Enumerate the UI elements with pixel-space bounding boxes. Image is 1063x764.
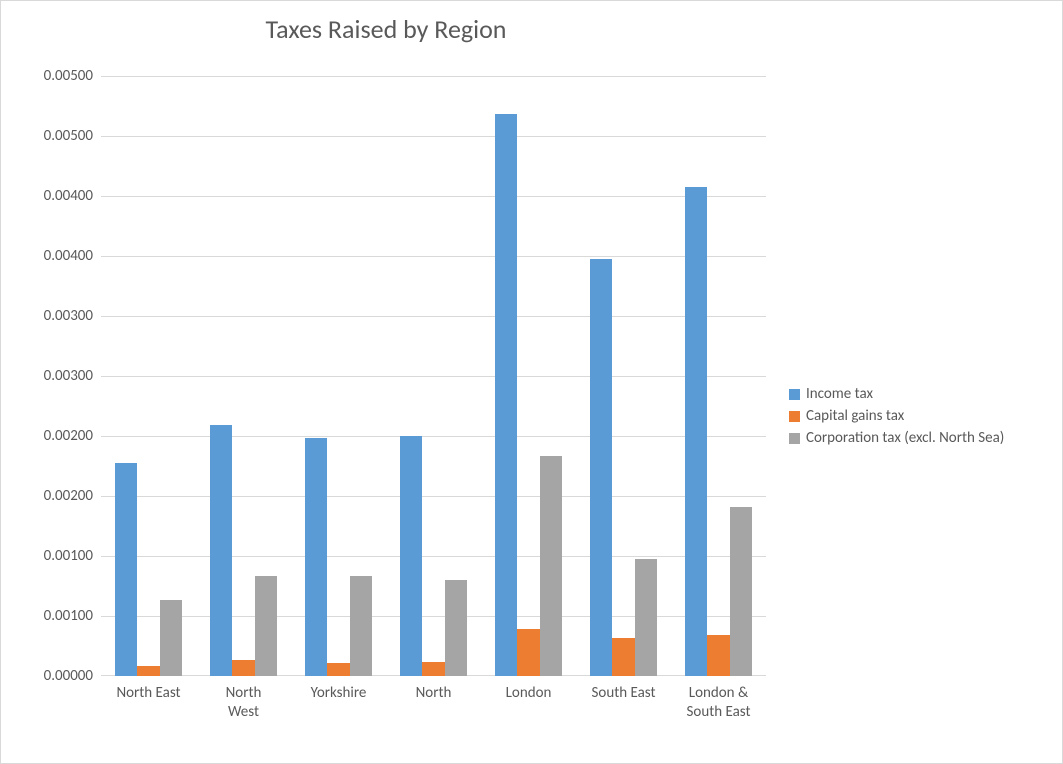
legend-item: Capital gains tax bbox=[789, 407, 1004, 425]
legend-item: Income tax bbox=[789, 385, 1004, 403]
bar bbox=[255, 576, 277, 676]
legend-swatch bbox=[789, 411, 800, 422]
legend-label: Capital gains tax bbox=[806, 407, 904, 425]
category-group: London bbox=[481, 76, 576, 676]
bar bbox=[495, 114, 517, 676]
bar bbox=[160, 600, 182, 676]
chart-container: Taxes Raised by Region 0.000000.001000.0… bbox=[0, 0, 1063, 764]
y-axis-label: 0.00000 bbox=[21, 667, 93, 685]
category-group: Yorkshire bbox=[291, 76, 386, 676]
legend: Income tax Capital gains tax Corporation t… bbox=[789, 381, 1004, 451]
legend-swatch bbox=[789, 433, 800, 444]
bar bbox=[540, 456, 562, 676]
y-axis-label: 0.00300 bbox=[21, 367, 93, 385]
category-group: North East bbox=[101, 76, 196, 676]
category-group: North bbox=[386, 76, 481, 676]
x-axis-label: London &South East bbox=[671, 684, 766, 722]
bar bbox=[707, 635, 729, 676]
bar bbox=[115, 463, 137, 676]
y-axis-label: 0.00400 bbox=[21, 247, 93, 265]
bar bbox=[305, 438, 327, 676]
x-axis-label: North East bbox=[101, 684, 196, 703]
y-axis-label: 0.00100 bbox=[21, 547, 93, 565]
bar bbox=[400, 436, 422, 676]
bar bbox=[422, 662, 444, 676]
x-axis-label: South East bbox=[576, 684, 671, 703]
bar bbox=[232, 660, 254, 676]
bar bbox=[517, 629, 539, 676]
bar bbox=[327, 663, 349, 676]
category-group: South East bbox=[576, 76, 671, 676]
bar bbox=[730, 507, 752, 676]
bar bbox=[210, 425, 232, 676]
x-axis-label: London bbox=[481, 684, 576, 703]
bar bbox=[137, 666, 159, 676]
chart-title: Taxes Raised by Region bbox=[1, 13, 771, 45]
y-axis-label: 0.00200 bbox=[21, 427, 93, 445]
y-axis-label: 0.00500 bbox=[21, 67, 93, 85]
bar bbox=[590, 259, 612, 676]
y-axis-label: 0.00300 bbox=[21, 307, 93, 325]
bar bbox=[685, 187, 707, 676]
bar bbox=[635, 559, 657, 676]
x-axis-label: North bbox=[386, 684, 481, 703]
y-axis-label: 0.00500 bbox=[21, 127, 93, 145]
y-axis-label: 0.00100 bbox=[21, 607, 93, 625]
plot-area: 0.000000.001000.001000.002000.002000.003… bbox=[101, 76, 766, 676]
legend-swatch bbox=[789, 389, 800, 400]
category-group: London &South East bbox=[671, 76, 766, 676]
x-axis-label: NorthWest bbox=[196, 684, 291, 722]
category-group: NorthWest bbox=[196, 76, 291, 676]
x-axis-label: Yorkshire bbox=[291, 684, 386, 703]
bar bbox=[445, 580, 467, 676]
bar bbox=[612, 638, 634, 676]
y-axis-label: 0.00400 bbox=[21, 187, 93, 205]
legend-label: Corporation tax (excl. North Sea) bbox=[806, 429, 1004, 447]
y-axis-label: 0.00200 bbox=[21, 487, 93, 505]
bar bbox=[350, 576, 372, 676]
legend-label: Income tax bbox=[806, 385, 873, 403]
legend-item: Corporation tax (excl. North Sea) bbox=[789, 429, 1004, 447]
